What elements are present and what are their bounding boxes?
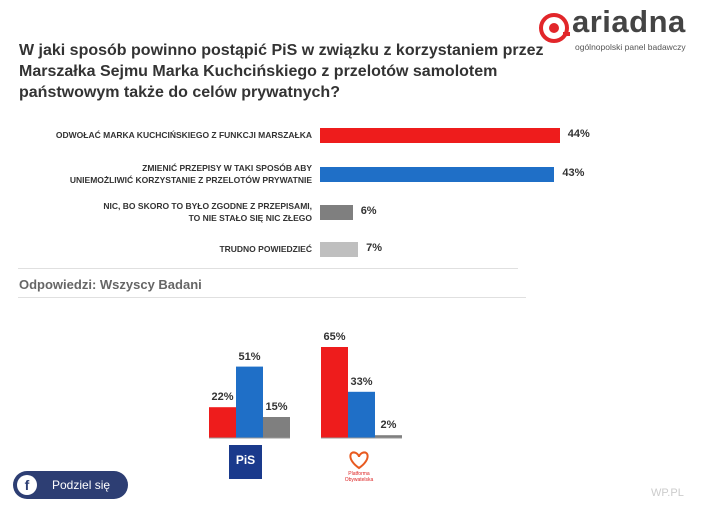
bar-value-label: 2%: [380, 419, 397, 432]
category-label-line: TO NIE STAŁO SIĘ NIC ZŁEGO: [188, 213, 312, 223]
respondents-label: Odpowiedzi: Wszyscy Badani: [19, 277, 202, 292]
bar-value-label: 51%: [238, 350, 261, 363]
bar-value-label: 22%: [211, 391, 234, 404]
category-label-line: UNIEMOŻLIWIĆ KORZYSTANIE Z PRZELOTÓW PRY…: [69, 175, 312, 185]
logo-wordmark: ariadna: [572, 4, 686, 39]
bar-value-label: 43%: [562, 167, 585, 179]
po-logo-heart-icon: [349, 451, 369, 470]
bar-value-label: 33%: [350, 375, 373, 388]
bar-value-label: 65%: [323, 331, 346, 343]
bar: [236, 366, 263, 438]
logo-subtitle: ogólnopolski panel badawczy: [575, 42, 686, 52]
watermark: WP.PL: [651, 487, 684, 499]
category-label: TRUDNO POWIEDZIEĆ: [12, 243, 312, 255]
bar: [263, 417, 290, 438]
po-logo-text: Platforma Obywatelska: [344, 471, 374, 483]
bar-value-label: 7%: [366, 242, 383, 254]
facebook-icon[interactable]: [17, 475, 37, 495]
category-label-line: TRUDNO POWIEDZIEĆ: [219, 244, 312, 254]
bar: [320, 166, 555, 182]
bar-value-label: 6%: [360, 205, 377, 217]
category-label-line: ZMIENIĆ PRZEPISY W TAKI SPOSÓB ABY: [142, 163, 312, 173]
pis-logo: [229, 445, 262, 479]
bar: [320, 204, 353, 220]
bar: [321, 347, 348, 438]
divider: [18, 268, 518, 269]
category-label: ODWOŁAĆ MARKA KUCHCIŃSKIEGO Z FUNKCJI MA…: [12, 129, 312, 141]
category-label: NIC, BO SKORO TO BYŁO ZGODNE Z PRZEPISAM…: [12, 200, 312, 224]
category-label-line: ODWOŁAĆ MARKA KUCHCIŃSKIEGO Z FUNKCJI MA…: [55, 130, 312, 140]
category-label: ZMIENIĆ PRZEPISY W TAKI SPOSÓB ABY UNIEMO…: [12, 162, 312, 186]
share-label[interactable]: Podziel się: [52, 478, 111, 492]
bar: [209, 407, 236, 438]
bar: [348, 391, 375, 438]
pis-logo-text: PiS: [235, 453, 256, 467]
bar: [320, 127, 560, 143]
divider: [18, 297, 526, 298]
logo-ring-icon: [539, 13, 569, 43]
bar: [320, 241, 359, 257]
bar: [375, 435, 402, 438]
facebook-icon-glyph: f: [24, 477, 30, 493]
category-label-line: NIC, BO SKORO TO BYŁO ZGODNE Z PRZEPISAM…: [103, 201, 312, 211]
bar-value-label: 44%: [567, 128, 590, 140]
bar-value-label: 15%: [265, 401, 288, 413]
ariadna-logo: [539, 13, 570, 43]
chart-title: W jaki sposób powinno postąpić PiS w zwi…: [19, 42, 544, 101]
